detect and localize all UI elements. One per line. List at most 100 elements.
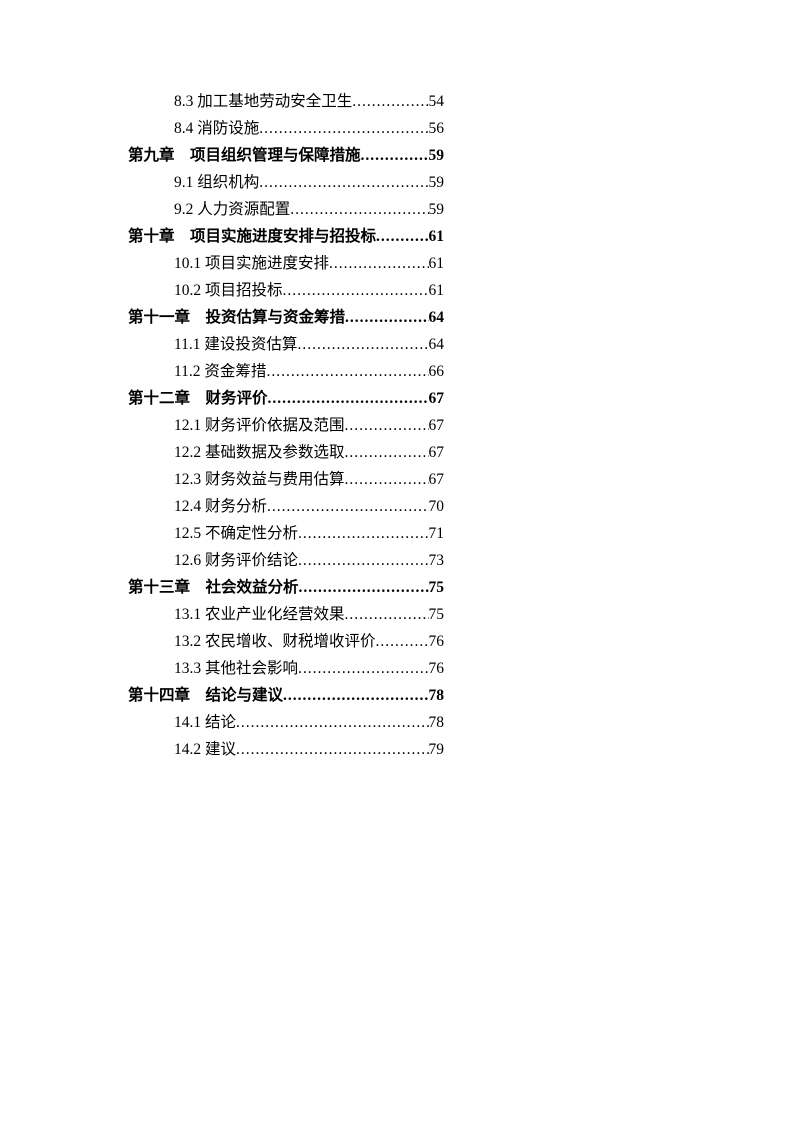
toc-entry-page: 76 <box>429 628 445 655</box>
toc-entry: 12.4 财务分析 70 <box>128 493 444 520</box>
toc-entry-label: 13.2 农民增收、财税增收评价 <box>174 628 376 655</box>
toc-entry-label: 13.3 其他社会影响 <box>174 655 298 682</box>
toc-entry: 8.4 消防设施 56 <box>128 115 444 142</box>
toc-entry-page: 67 <box>429 385 445 412</box>
toc-entry: 第十一章 投资估算与资金筹措 64 <box>128 304 444 331</box>
toc-entry-page: 67 <box>429 412 445 439</box>
toc-entry-leader <box>376 223 428 250</box>
toc-entry-page: 61 <box>429 277 445 304</box>
toc-entry-label: 第十四章 结论与建议 <box>128 682 283 709</box>
toc-entry-label: 9.1 组织机构 <box>174 169 259 196</box>
toc-entry-page: 59 <box>429 169 445 196</box>
toc-entry-label: 11.2 资金筹措 <box>174 358 266 385</box>
toc-entry: 12.2 基础数据及参数选取 67 <box>128 439 444 466</box>
toc-entry-leader <box>236 736 428 763</box>
toc-entry-label: 10.2 项目招投标 <box>174 277 283 304</box>
toc-entry-leader <box>345 601 429 628</box>
toc-entry-page: 54 <box>429 88 445 115</box>
toc-entry-page: 61 <box>429 250 445 277</box>
toc-entry-leader <box>298 520 428 547</box>
toc-entry: 第十二章 财务评价 67 <box>128 385 444 412</box>
toc-entry: 13.1 农业产业化经营效果75 <box>128 601 444 628</box>
toc-entry-page: 59 <box>429 142 445 169</box>
toc-entry-label: 12.1 财务评价依据及范围 <box>174 412 345 439</box>
toc-entry: 10.2 项目招投标 61 <box>128 277 444 304</box>
toc-entry-page: 56 <box>429 115 445 142</box>
toc-entry: 12.3 财务效益与费用估算 67 <box>128 466 444 493</box>
toc-entry-page: 61 <box>429 223 445 250</box>
toc-entry: 8.3 加工基地劳动安全卫生 54 <box>128 88 444 115</box>
toc-entry: 10.1 项目实施进度安排 61 <box>128 250 444 277</box>
toc-entry-leader <box>283 277 429 304</box>
toc-entry-leader <box>299 574 429 601</box>
toc-entry-leader <box>345 412 429 439</box>
toc-entry-label: 12.6 财务评价结论 <box>174 547 298 574</box>
toc-entry-leader <box>361 142 429 169</box>
toc-entry-page: 73 <box>429 547 445 574</box>
toc-entry: 14.1 结论 78 <box>128 709 444 736</box>
toc-entry-label: 12.3 财务效益与费用估算 <box>174 466 345 493</box>
toc-entry-page: 67 <box>429 439 445 466</box>
toc-entry-label: 第十一章 投资估算与资金筹措 <box>128 304 345 331</box>
toc-entry-leader <box>259 169 428 196</box>
toc-entry-page: 64 <box>429 304 445 331</box>
toc-entry-label: 10.1 项目实施进度安排 <box>174 250 329 277</box>
toc-entry-leader <box>268 385 429 412</box>
toc-entry-label: 14.2 建议 <box>174 736 236 763</box>
toc-entry-leader <box>329 250 428 277</box>
toc-entry-page: 64 <box>429 331 445 358</box>
toc-entry-label: 第九章 项目组织管理与保障措施 <box>128 142 361 169</box>
toc-entry-label: 14.1 结论 <box>174 709 236 736</box>
toc-entry-label: 12.2 基础数据及参数选取 <box>174 439 345 466</box>
toc-entry: 11.2 资金筹措 66 <box>128 358 444 385</box>
toc-entry: 14.2 建议 79 <box>128 736 444 763</box>
toc-entry-page: 76 <box>429 655 445 682</box>
toc-entry-page: 67 <box>429 466 445 493</box>
toc-entry-page: 59 <box>429 196 445 223</box>
toc-entry-page: 71 <box>429 520 445 547</box>
toc-entry-leader <box>352 88 428 115</box>
toc-entry-leader <box>345 439 429 466</box>
toc-entry-label: 12.5 不确定性分析 <box>174 520 298 547</box>
toc-entry-leader <box>298 655 428 682</box>
toc-entry-leader <box>290 196 428 223</box>
toc-entry: 第九章 项目组织管理与保障措施 59 <box>128 142 444 169</box>
toc-entry-leader <box>259 115 428 142</box>
toc-entry-label: 第十三章 社会效益分析 <box>128 574 299 601</box>
toc-entry: 第十章 项目实施进度安排与招投标 61 <box>128 223 444 250</box>
toc-entry-page: 66 <box>429 358 445 385</box>
toc-entry: 第十四章 结论与建议 78 <box>128 682 444 709</box>
toc-entry: 12.6 财务评价结论 73 <box>128 547 444 574</box>
table-of-contents: 8.3 加工基地劳动安全卫生548.4 消防设施56第九章 项目组织管理与保障措… <box>128 88 444 763</box>
toc-entry-label: 第十章 项目实施进度安排与招投标 <box>128 223 376 250</box>
toc-entry: 9.1 组织机构 59 <box>128 169 444 196</box>
toc-entry-page: 70 <box>429 493 445 520</box>
toc-entry-page: 78 <box>429 682 445 709</box>
toc-entry: 12.1 财务评价依据及范围 67 <box>128 412 444 439</box>
toc-entry: 13.3 其他社会影响 76 <box>128 655 444 682</box>
toc-entry-label: 第十二章 财务评价 <box>128 385 268 412</box>
toc-entry-label: 9.2 人力资源配置 <box>174 196 290 223</box>
toc-entry-leader <box>297 331 428 358</box>
toc-entry-label: 11.1 建设投资估算 <box>174 331 297 358</box>
toc-entry: 12.5 不确定性分析 71 <box>128 520 444 547</box>
toc-entry-page: 75 <box>429 574 445 601</box>
toc-entry: 13.2 农民增收、财税增收评价 76 <box>128 628 444 655</box>
toc-entry-page: 79 <box>429 736 445 763</box>
toc-entry-leader <box>345 466 429 493</box>
toc-entry-label: 8.3 加工基地劳动安全卫生 <box>174 88 352 115</box>
toc-entry-leader <box>266 358 428 385</box>
toc-entry-label: 8.4 消防设施 <box>174 115 259 142</box>
toc-entry-leader <box>236 709 428 736</box>
toc-entry-label: 12.4 财务分析 <box>174 493 267 520</box>
toc-entry: 第十三章 社会效益分析 75 <box>128 574 444 601</box>
toc-entry-leader <box>345 304 428 331</box>
toc-entry-leader <box>283 682 428 709</box>
toc-entry-page: 78 <box>429 709 445 736</box>
toc-entry-page: 75 <box>429 601 445 628</box>
toc-entry-leader <box>298 547 428 574</box>
toc-entry-leader <box>267 493 428 520</box>
toc-entry-leader <box>376 628 429 655</box>
toc-entry: 9.2 人力资源配置 59 <box>128 196 444 223</box>
toc-entry: 11.1 建设投资估算 64 <box>128 331 444 358</box>
